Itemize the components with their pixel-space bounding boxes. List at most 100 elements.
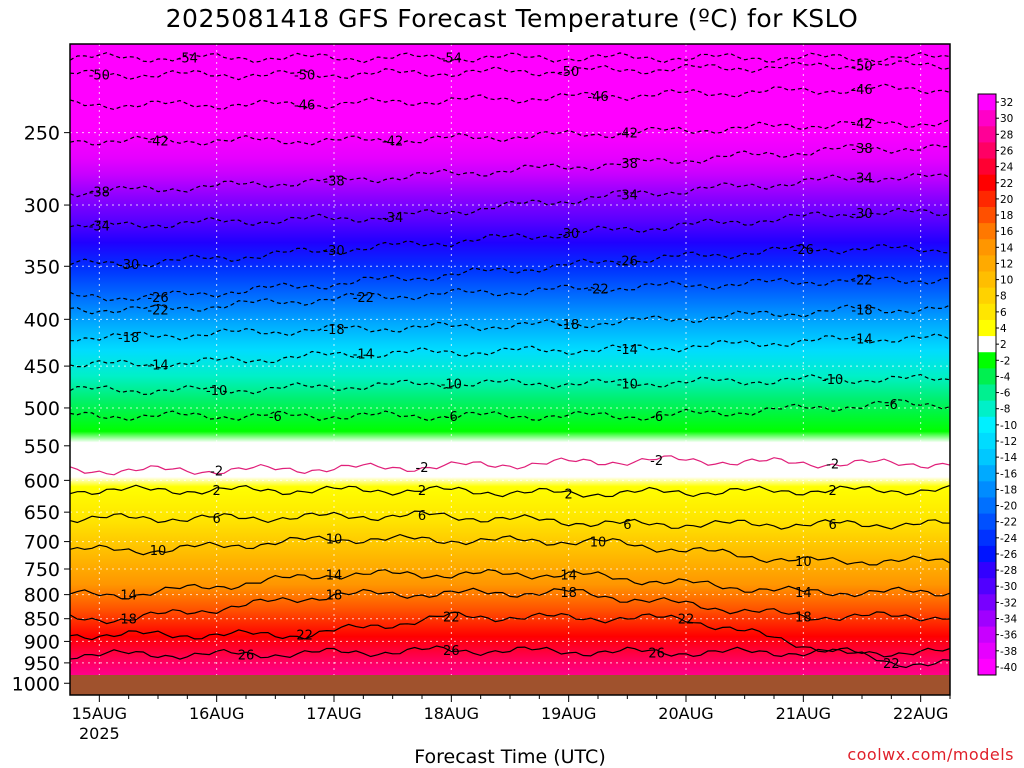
contour-label: 6 bbox=[418, 509, 426, 524]
contour-label: 2 bbox=[829, 484, 837, 499]
colorbar-label: -28 bbox=[1000, 565, 1017, 577]
colorbar-swatch bbox=[978, 158, 996, 176]
colorbar-swatch bbox=[978, 239, 996, 256]
colorbar-label: 2 bbox=[1000, 339, 1007, 351]
contour-label: -46 bbox=[587, 90, 608, 105]
contour-label: -50 bbox=[558, 65, 579, 80]
plot-area bbox=[70, 44, 950, 695]
colorbar-label: 26 bbox=[1000, 145, 1014, 157]
contour-label: -22 bbox=[587, 282, 608, 297]
y-tick-label: 800 bbox=[24, 585, 60, 607]
colorbar-label: -14 bbox=[1000, 452, 1017, 464]
contour-line bbox=[69, 587, 951, 625]
colorbar-label: 14 bbox=[1000, 242, 1014, 254]
y-tick-label: 700 bbox=[24, 532, 60, 554]
contour-line bbox=[69, 173, 951, 229]
colorbar-swatch bbox=[978, 368, 996, 385]
contour-line bbox=[69, 244, 951, 302]
x-tick-label: 17AUG bbox=[306, 704, 361, 723]
contour-label: 26 bbox=[648, 646, 665, 661]
colorbar-label: -40 bbox=[1000, 662, 1017, 674]
ground-layer bbox=[70, 675, 950, 695]
colorbar-swatch bbox=[978, 303, 996, 321]
y-tick-label: 900 bbox=[24, 631, 60, 653]
colorbar-swatch bbox=[978, 174, 996, 192]
contour-label: -14 bbox=[617, 343, 638, 358]
grid-lines bbox=[70, 44, 950, 695]
colorbar-label: 6 bbox=[1000, 307, 1007, 319]
colorbar-swatch bbox=[978, 497, 996, 515]
colorbar-label: 4 bbox=[1000, 323, 1007, 335]
y-tick-label: 650 bbox=[24, 502, 60, 524]
colorbar-label: 28 bbox=[1000, 129, 1013, 141]
contour-label: -46 bbox=[851, 83, 872, 98]
colorbar-swatch bbox=[978, 223, 996, 240]
colorbar-label: -20 bbox=[1000, 501, 1017, 513]
contour-label: -14 bbox=[353, 348, 374, 363]
contour-label: 2 bbox=[565, 487, 573, 502]
contour-label: -18 bbox=[118, 331, 139, 346]
contour-label: -26 bbox=[793, 243, 814, 258]
contour-line bbox=[69, 533, 951, 566]
contour-label: 14 bbox=[326, 568, 343, 583]
contour-label: -22 bbox=[147, 303, 168, 318]
x-tick-label: 21AUG bbox=[776, 704, 831, 723]
colorbar-label: 18 bbox=[1000, 210, 1013, 222]
contour-label: -6 bbox=[269, 410, 282, 425]
x-tick-label: 15AUG bbox=[72, 704, 127, 723]
colorbar-swatch bbox=[978, 400, 996, 418]
contour-label: 26 bbox=[443, 644, 460, 659]
contour-label: 22 bbox=[296, 629, 313, 644]
contour-line bbox=[69, 333, 951, 370]
contour-label: -30 bbox=[558, 227, 579, 242]
contour-labels: -54 -54 -50 -50 -50 -50 -46 -46 -46 -42 -42 -42 -42 -… bbox=[89, 52, 900, 672]
contour-label: 6 bbox=[829, 518, 837, 533]
colorbar-label: 30 bbox=[1000, 113, 1013, 125]
contour-label: -38 bbox=[851, 142, 872, 157]
contour-label: 18 bbox=[795, 610, 812, 625]
colorbar-label: -24 bbox=[1000, 533, 1017, 545]
contour-label: -30 bbox=[851, 207, 872, 222]
contour-line bbox=[69, 455, 951, 476]
colorbar-label: -32 bbox=[1000, 597, 1017, 609]
colorbar-label: -34 bbox=[1000, 614, 1017, 626]
x-tick-label: 22AUG bbox=[893, 704, 948, 723]
colorbar-swatch bbox=[978, 642, 996, 660]
contour-line bbox=[69, 645, 951, 660]
contour-lines bbox=[69, 52, 951, 669]
colorbar-label: 24 bbox=[1000, 162, 1014, 174]
contour-label: -42 bbox=[147, 134, 168, 149]
colorbar-swatch bbox=[978, 110, 996, 127]
x-tick-sublabel: 2025 bbox=[79, 724, 120, 743]
contour-label: -54 bbox=[441, 52, 462, 67]
contour-label: -34 bbox=[851, 172, 872, 187]
colorbar-label: 20 bbox=[1000, 194, 1013, 206]
colorbar: 32 30 28 26 24 22 20 18 16 14 12 10 8 6 4 2 -2 -4 -6 -8 -10 -… bbox=[977, 93, 1017, 676]
contour-label: -2 bbox=[416, 461, 429, 476]
colorbar-swatch bbox=[978, 610, 996, 628]
colorbar-swatch bbox=[978, 94, 996, 111]
colorbar-label: 10 bbox=[1000, 275, 1013, 287]
contour-label: -50 bbox=[851, 59, 872, 74]
contour-label: -18 bbox=[558, 318, 579, 333]
y-tick-label: 950 bbox=[24, 653, 60, 675]
colorbar-swatch bbox=[978, 287, 996, 305]
colorbar-swatch bbox=[978, 206, 996, 224]
colorbar-label: -30 bbox=[1000, 581, 1017, 593]
contour-label: -42 bbox=[617, 127, 638, 142]
contour-label: -42 bbox=[851, 117, 872, 132]
contour-label: 2 bbox=[418, 484, 426, 499]
colorbar-label: -26 bbox=[1000, 549, 1017, 561]
contour-label: 22 bbox=[883, 657, 900, 672]
colorbar-swatch bbox=[978, 529, 996, 547]
y-tick-label: 300 bbox=[24, 195, 60, 217]
contour-label: -38 bbox=[617, 157, 638, 172]
contour-label: -26 bbox=[147, 291, 168, 306]
colorbar-label: 12 bbox=[1000, 258, 1013, 270]
colorbar-swatch bbox=[978, 594, 996, 611]
colorbar-swatch bbox=[978, 432, 996, 450]
x-tick-label: 20AUG bbox=[658, 704, 713, 723]
contour-label: 10 bbox=[795, 555, 812, 570]
